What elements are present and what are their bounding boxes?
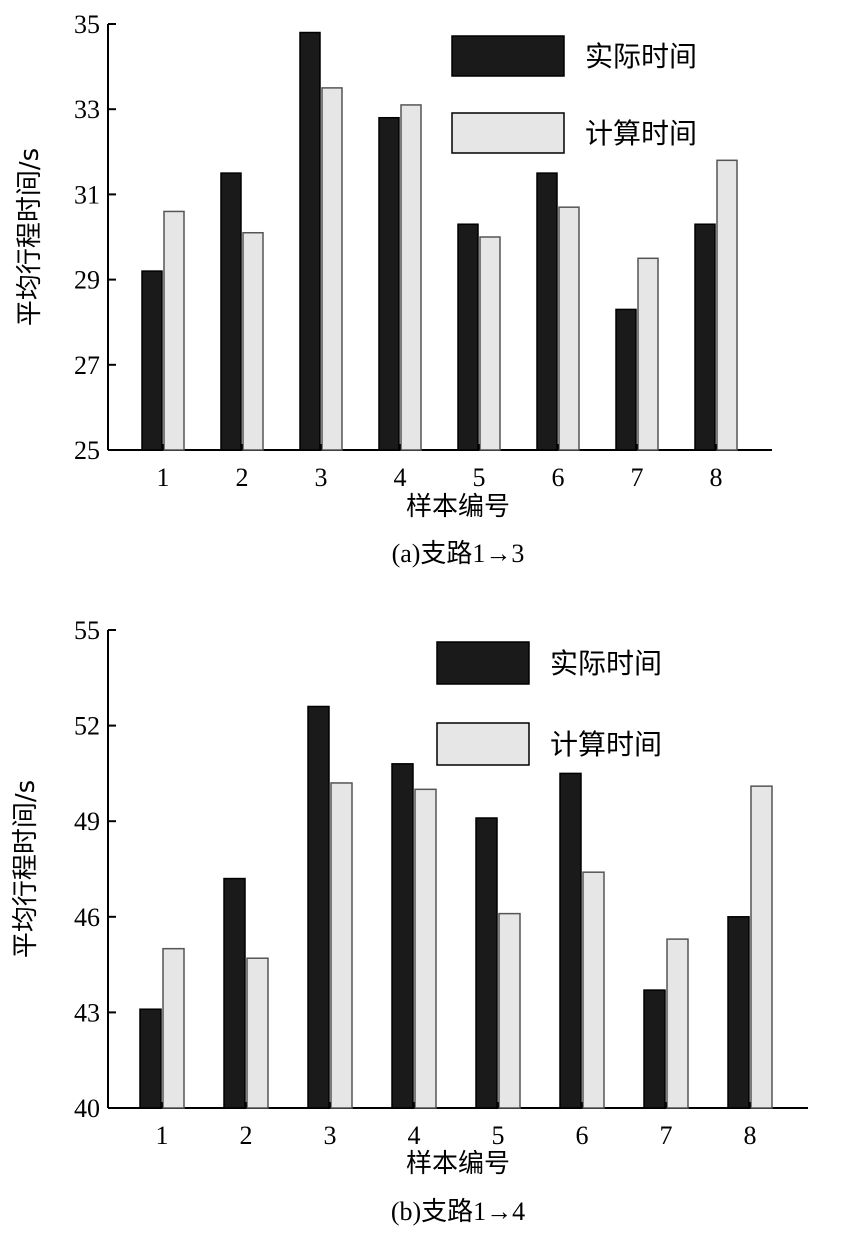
- y-tick-label: 33: [74, 95, 100, 124]
- x-tick-label: 7: [660, 1121, 673, 1150]
- bar-calculated-8: [750, 785, 773, 1109]
- bar-calculated-8: [716, 159, 738, 451]
- bar-actual-6: [559, 772, 582, 1109]
- bar-calculated-3: [321, 87, 343, 451]
- y-axis-label: 平均行程时间/s: [15, 148, 45, 326]
- bar-calculated-6: [582, 871, 605, 1109]
- chart-caption: (b)支路1→4: [391, 1197, 525, 1226]
- bar-calculated-5: [498, 912, 521, 1109]
- x-tick-label: 3: [324, 1121, 337, 1150]
- bar-actual-7: [615, 308, 637, 451]
- y-tick-label: 35: [74, 10, 100, 39]
- bar-calculated-1: [162, 947, 185, 1109]
- bar-calculated-4: [414, 788, 437, 1109]
- x-tick-label: 7: [631, 463, 644, 492]
- bar-actual-2: [223, 877, 246, 1109]
- bar-actual-1: [141, 270, 163, 451]
- bar-calculated-3: [330, 782, 353, 1109]
- bar-calculated-5: [479, 236, 501, 451]
- y-tick-label: 55: [74, 616, 100, 645]
- x-tick-label: 8: [710, 463, 723, 492]
- bar-actual-5: [457, 223, 479, 451]
- y-tick-label: 52: [74, 712, 100, 741]
- bar-actual-8: [694, 223, 716, 451]
- x-tick-label: 1: [156, 1121, 169, 1150]
- x-axis-label: 样本编号: [406, 1149, 510, 1179]
- bar-actual-6: [536, 172, 558, 451]
- bar-calculated-2: [242, 231, 264, 451]
- bar-calculated-6: [558, 206, 580, 451]
- bar-calculated-7: [666, 938, 689, 1109]
- y-tick-label: 46: [74, 903, 100, 932]
- y-tick-label: 40: [74, 1094, 100, 1123]
- y-axis-label: 平均行程时间/s: [11, 780, 41, 958]
- bar-actual-4: [378, 116, 400, 451]
- legend-label-calculated: 计算时间: [550, 728, 662, 761]
- x-tick-label: 1: [157, 463, 170, 492]
- legend-swatch-calculated: [436, 722, 530, 766]
- bar-actual-3: [299, 31, 321, 451]
- chart-caption: (a)支路1→3: [392, 539, 525, 568]
- legend-label-actual: 实际时间: [585, 40, 697, 73]
- y-tick-label: 49: [74, 807, 100, 836]
- x-tick-label: 2: [240, 1121, 253, 1150]
- x-tick-label: 5: [473, 463, 486, 492]
- y-tick-label: 29: [74, 266, 100, 295]
- x-axis-label: 样本编号: [406, 492, 510, 522]
- bar-calculated-4: [400, 104, 422, 451]
- legend-swatch-calculated: [451, 112, 565, 154]
- bar-actual-5: [475, 817, 498, 1109]
- bar-actual-1: [139, 1008, 162, 1109]
- x-tick-label: 6: [576, 1121, 589, 1150]
- bar-calculated-1: [163, 210, 185, 451]
- y-tick-label: 27: [74, 351, 100, 380]
- legend-label-actual: 实际时间: [550, 647, 662, 680]
- y-tick-label: 25: [74, 436, 100, 465]
- x-tick-label: 4: [394, 463, 407, 492]
- bar-actual-4: [391, 763, 414, 1109]
- legend-swatch-actual: [436, 641, 530, 685]
- bar-actual-2: [220, 172, 242, 451]
- bar-actual-3: [307, 705, 330, 1109]
- bar-actual-8: [727, 916, 750, 1109]
- x-tick-label: 4: [408, 1121, 421, 1150]
- bar-actual-7: [643, 989, 666, 1109]
- x-tick-label: 3: [315, 463, 328, 492]
- x-tick-label: 5: [492, 1121, 505, 1150]
- legend-label-calculated: 计算时间: [585, 117, 697, 150]
- y-tick-label: 43: [74, 998, 100, 1027]
- x-tick-label: 8: [744, 1121, 757, 1150]
- y-tick-label: 31: [74, 180, 100, 209]
- x-tick-label: 6: [552, 463, 565, 492]
- x-tick-label: 2: [236, 463, 249, 492]
- bar-calculated-7: [637, 257, 659, 451]
- bar-calculated-2: [246, 957, 269, 1109]
- legend-swatch-actual: [451, 35, 565, 77]
